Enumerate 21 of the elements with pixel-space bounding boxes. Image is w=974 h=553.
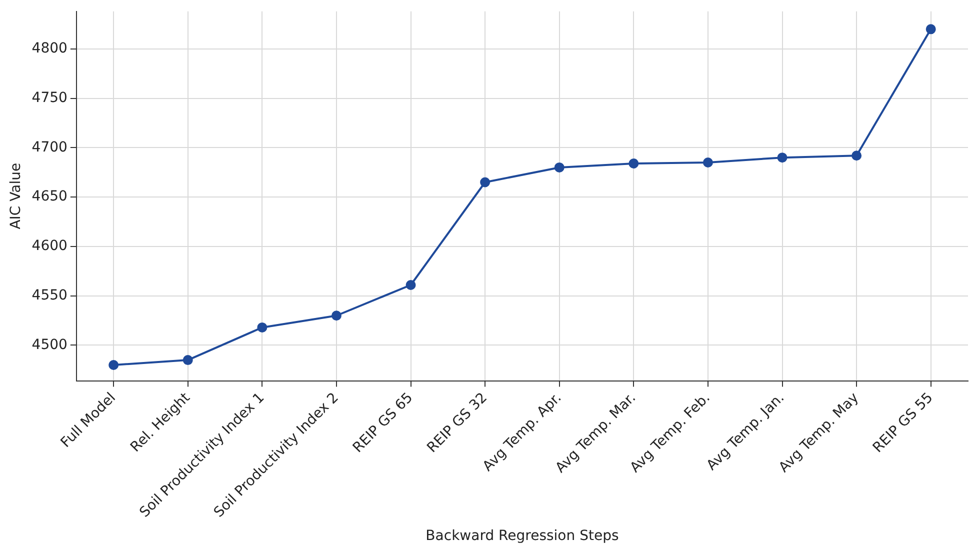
point [777, 152, 788, 163]
y-tick-label: 4500 [32, 336, 68, 353]
y-tick-label: 4650 [32, 188, 68, 205]
y-axis-title: AIC Value [8, 162, 24, 230]
point [331, 310, 342, 321]
point [628, 158, 639, 169]
y-tick-label: 4700 [32, 139, 68, 156]
y-tick-label: 4750 [32, 90, 68, 106]
point [182, 355, 193, 366]
y-tick-label: 4600 [32, 238, 68, 254]
point [406, 280, 416, 290]
y-tick-label: 4800 [32, 40, 68, 57]
point [108, 360, 119, 370]
y-tick-label: 4550 [32, 288, 68, 304]
point [257, 322, 268, 332]
point [852, 150, 862, 161]
point [926, 24, 936, 34]
x-axis-title: Backward Regression Steps [426, 528, 619, 544]
point [702, 158, 713, 168]
point [554, 162, 564, 172]
point [480, 177, 490, 188]
